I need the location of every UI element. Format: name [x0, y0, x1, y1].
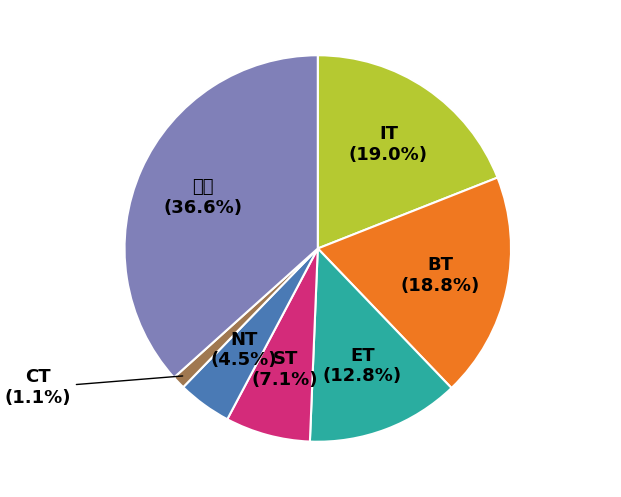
Wedge shape — [318, 177, 511, 388]
Text: NT
(4.5%): NT (4.5%) — [211, 331, 277, 369]
Text: ST
(7.1%): ST (7.1%) — [252, 350, 318, 389]
Wedge shape — [227, 248, 318, 441]
Text: 기타
(36.6%): 기타 (36.6%) — [163, 178, 243, 217]
Text: IT
(19.0%): IT (19.0%) — [349, 125, 428, 164]
Wedge shape — [310, 248, 451, 442]
Text: CT
(1.1%): CT (1.1%) — [4, 368, 183, 407]
Wedge shape — [318, 55, 497, 248]
Wedge shape — [125, 55, 318, 378]
Text: ET
(12.8%): ET (12.8%) — [323, 346, 402, 385]
Text: BT
(18.8%): BT (18.8%) — [401, 256, 480, 295]
Wedge shape — [174, 248, 318, 387]
Wedge shape — [183, 248, 318, 419]
